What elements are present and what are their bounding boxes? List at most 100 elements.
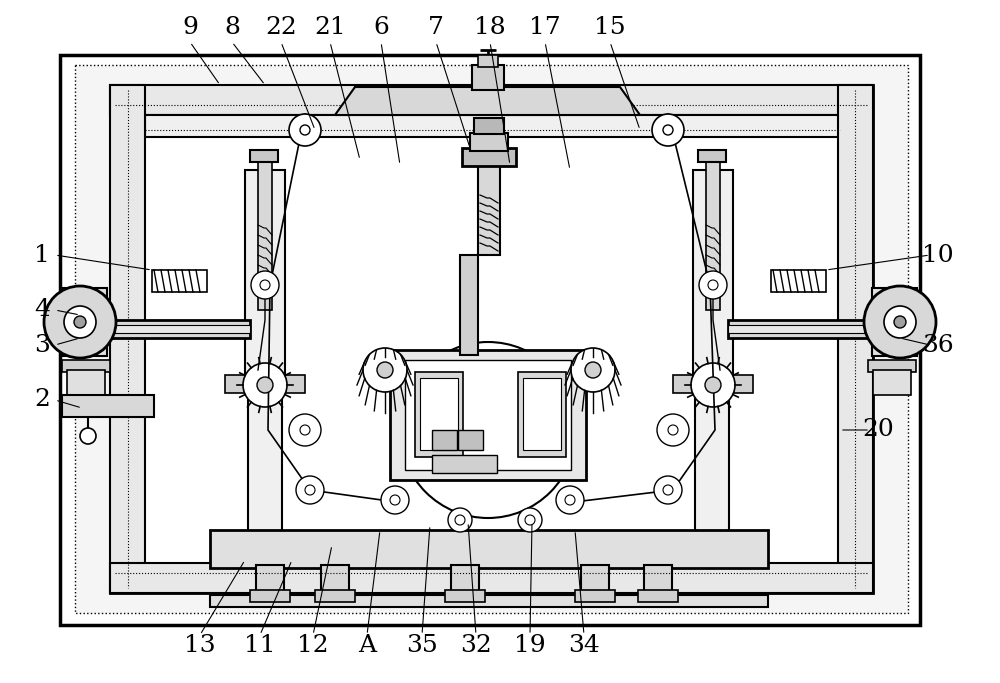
- Bar: [245, 170, 285, 385]
- Circle shape: [80, 428, 96, 444]
- Circle shape: [390, 495, 400, 505]
- Text: 15: 15: [594, 16, 626, 40]
- Bar: [838, 85, 873, 593]
- Bar: [248, 380, 282, 550]
- Circle shape: [691, 363, 735, 407]
- Circle shape: [400, 342, 576, 518]
- Text: 10: 10: [922, 244, 954, 266]
- Circle shape: [44, 286, 116, 358]
- Text: 21: 21: [314, 16, 346, 40]
- Bar: [210, 530, 768, 568]
- Bar: [152, 270, 207, 292]
- Bar: [68, 296, 101, 348]
- Bar: [518, 372, 566, 457]
- Text: 20: 20: [862, 419, 894, 441]
- Bar: [420, 378, 458, 450]
- Text: A: A: [358, 634, 376, 656]
- Bar: [671, 540, 739, 558]
- Circle shape: [571, 348, 615, 392]
- Bar: [250, 150, 278, 162]
- Bar: [321, 565, 349, 593]
- Bar: [225, 375, 305, 393]
- Text: 36: 36: [922, 333, 954, 357]
- Bar: [110, 85, 145, 593]
- Bar: [470, 133, 508, 151]
- Text: 8: 8: [224, 16, 240, 40]
- Circle shape: [668, 425, 678, 435]
- Text: 13: 13: [184, 634, 216, 656]
- Circle shape: [251, 271, 279, 299]
- Bar: [460, 255, 478, 355]
- Bar: [698, 150, 726, 162]
- Circle shape: [381, 486, 409, 514]
- Circle shape: [894, 316, 906, 328]
- Circle shape: [300, 425, 310, 435]
- Bar: [110, 85, 873, 593]
- Circle shape: [864, 286, 936, 358]
- Circle shape: [363, 348, 407, 392]
- Bar: [60, 55, 920, 625]
- Text: 7: 7: [428, 16, 444, 40]
- Bar: [706, 155, 720, 310]
- Circle shape: [64, 306, 96, 338]
- Text: 11: 11: [244, 634, 276, 656]
- Text: 17: 17: [529, 16, 561, 40]
- Text: 2: 2: [34, 389, 50, 411]
- Bar: [67, 370, 105, 395]
- Circle shape: [243, 363, 287, 407]
- Circle shape: [884, 306, 916, 338]
- Bar: [693, 170, 733, 385]
- Text: 6: 6: [373, 16, 389, 40]
- Bar: [575, 590, 615, 602]
- Bar: [478, 155, 500, 255]
- Bar: [771, 270, 826, 292]
- Bar: [230, 540, 298, 558]
- Bar: [60, 320, 250, 338]
- Text: 1: 1: [34, 244, 50, 266]
- Circle shape: [663, 125, 673, 135]
- Circle shape: [289, 114, 321, 146]
- Polygon shape: [335, 87, 640, 115]
- Bar: [315, 590, 355, 602]
- Bar: [472, 65, 504, 90]
- Circle shape: [663, 485, 673, 495]
- Text: 3: 3: [34, 333, 50, 357]
- Bar: [451, 565, 479, 593]
- Circle shape: [705, 377, 721, 393]
- Bar: [728, 325, 918, 333]
- Circle shape: [260, 280, 270, 290]
- Text: 4: 4: [34, 298, 50, 322]
- Bar: [62, 360, 110, 372]
- Bar: [390, 350, 586, 480]
- Bar: [445, 590, 485, 602]
- Bar: [458, 430, 483, 450]
- Bar: [878, 296, 911, 348]
- Circle shape: [699, 271, 727, 299]
- Text: 32: 32: [460, 634, 492, 656]
- Bar: [728, 320, 918, 338]
- Text: 18: 18: [474, 16, 506, 40]
- Circle shape: [585, 362, 601, 378]
- Bar: [462, 148, 516, 166]
- Bar: [145, 115, 840, 137]
- Bar: [478, 55, 498, 67]
- Circle shape: [565, 495, 575, 505]
- Circle shape: [305, 485, 315, 495]
- Bar: [405, 360, 571, 470]
- Bar: [432, 430, 457, 450]
- Circle shape: [525, 515, 535, 525]
- Text: 12: 12: [297, 634, 329, 656]
- Bar: [581, 565, 609, 593]
- Bar: [523, 378, 561, 450]
- Text: 19: 19: [514, 634, 546, 656]
- Bar: [644, 565, 672, 593]
- Circle shape: [296, 476, 324, 504]
- Circle shape: [657, 414, 689, 446]
- Circle shape: [74, 316, 86, 328]
- Text: 35: 35: [406, 634, 438, 656]
- Bar: [872, 288, 917, 356]
- Bar: [250, 590, 290, 602]
- Circle shape: [556, 486, 584, 514]
- Bar: [474, 118, 504, 134]
- Circle shape: [518, 508, 542, 532]
